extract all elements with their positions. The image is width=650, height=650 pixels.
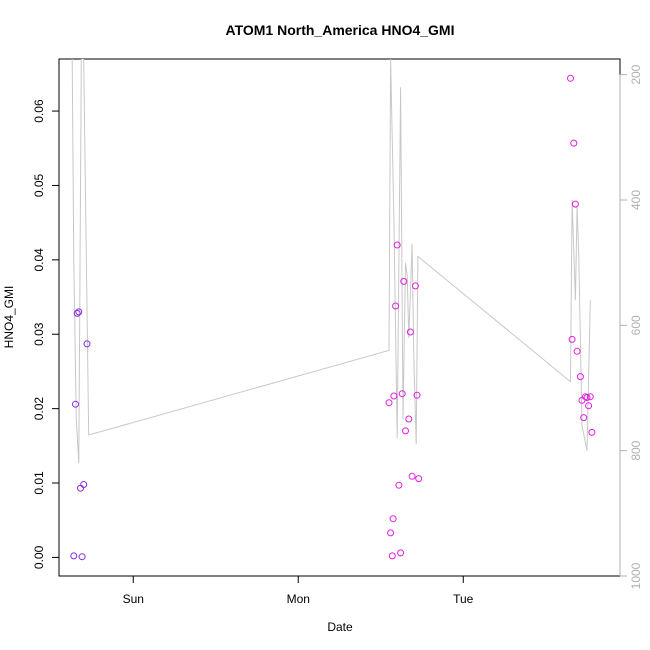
- data-point: [406, 328, 414, 336]
- data-point: [78, 553, 86, 561]
- data-point: [75, 308, 83, 316]
- y-axis-label: HNO4_GMI: [2, 286, 16, 349]
- x-tick-label: Mon: [287, 592, 310, 606]
- y-tick-label: 0.04: [32, 248, 46, 272]
- pressure-line-layer: [71, 59, 591, 464]
- y-tick-label: 0.06: [32, 99, 46, 123]
- y-tick-label: 0.03: [32, 322, 46, 346]
- y-right-tick-label: 800: [629, 440, 643, 460]
- data-point: [405, 415, 413, 423]
- data-point: [83, 340, 91, 348]
- data-point: [402, 427, 409, 435]
- data-point: [395, 481, 403, 489]
- y-tick-label: 0.02: [32, 397, 46, 421]
- data-point: [390, 392, 398, 400]
- data-point: [400, 277, 408, 285]
- y-right-tick-label: 1000: [629, 562, 643, 589]
- plot-area: [58, 58, 621, 577]
- data-point: [392, 302, 400, 310]
- data-point: [583, 394, 591, 401]
- data-point: [586, 393, 594, 401]
- data-point: [389, 515, 397, 523]
- y-right-tick-label: 200: [629, 64, 643, 84]
- data-point: [580, 414, 588, 422]
- x-tick-label: Tue: [453, 592, 474, 606]
- x-axis-label: Date: [327, 620, 353, 634]
- y-right-tick-label: 400: [629, 190, 643, 210]
- data-point: [70, 552, 78, 560]
- y-tick-label: 0.01: [32, 471, 46, 495]
- data-point: [393, 241, 401, 249]
- y-tick-label: 0.05: [32, 173, 46, 197]
- data-point: [388, 552, 396, 560]
- data-point: [385, 399, 393, 407]
- data-point: [73, 309, 81, 317]
- x-axis: Sun Mon Tue: [123, 575, 474, 606]
- data-point: [568, 335, 576, 343]
- data-point: [571, 200, 579, 208]
- data-point: [397, 549, 405, 557]
- chart-title: ATOM1 North_America HNO4_GMI: [226, 22, 455, 38]
- y-axis-right: 200 400 600 800 1000: [619, 64, 643, 589]
- data-point: [72, 400, 79, 408]
- data-point: [576, 373, 584, 381]
- data-point: [411, 282, 419, 290]
- data-point: [585, 402, 593, 410]
- y-tick-label: 0.00: [32, 545, 46, 569]
- data-point: [77, 484, 84, 492]
- pressure-line: [71, 59, 591, 464]
- data-points-layer: [70, 74, 596, 561]
- data-point: [573, 347, 581, 355]
- data-point: [570, 139, 578, 147]
- y-right-tick-label: 600: [629, 315, 643, 335]
- data-point: [567, 74, 574, 82]
- x-tick-label: Sun: [123, 592, 144, 606]
- data-point: [413, 391, 421, 399]
- data-point: [80, 481, 88, 488]
- data-point: [398, 390, 406, 398]
- y-axis-left: 0.00 0.01 0.02 0.03 0.04 0.05 0.06: [32, 99, 60, 569]
- data-point: [588, 428, 596, 436]
- data-point: [408, 472, 416, 480]
- data-point: [415, 475, 423, 483]
- data-point: [387, 529, 395, 537]
